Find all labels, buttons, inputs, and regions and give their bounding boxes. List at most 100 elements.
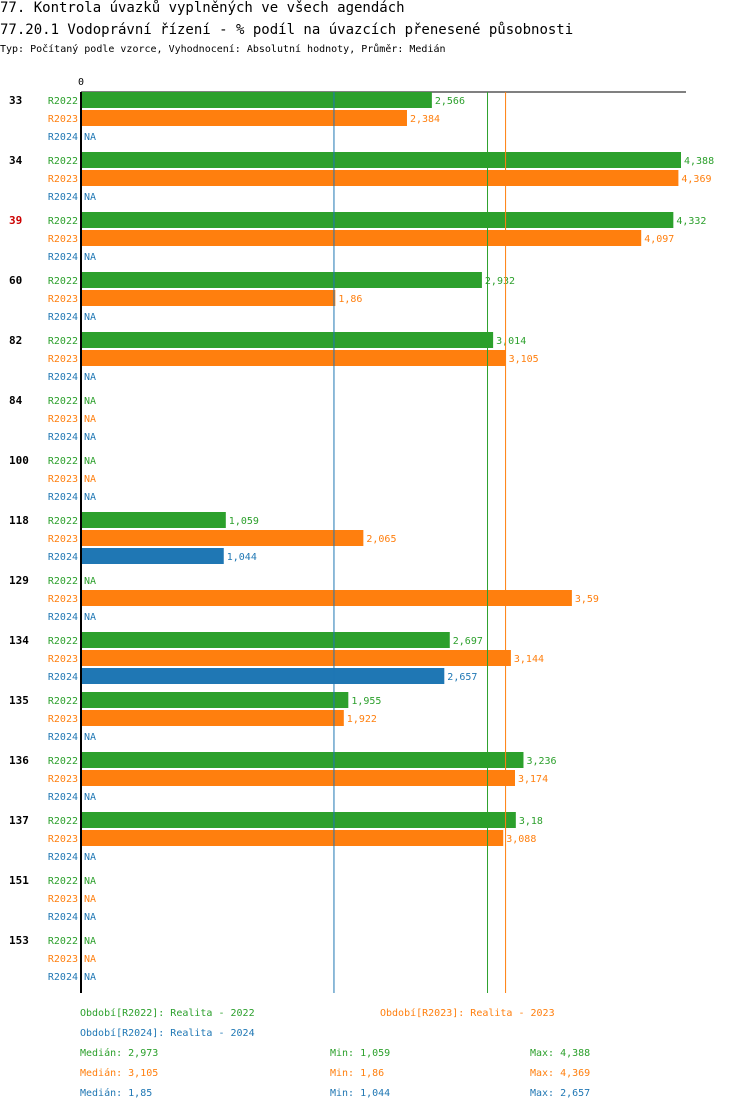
- series-label: R2022: [48, 336, 78, 347]
- series-label: R2022: [48, 756, 78, 767]
- na-label: NA: [84, 252, 96, 263]
- series-label: R2023: [48, 354, 78, 365]
- series-label: R2022: [48, 456, 78, 467]
- stat-median-r2022: Medián: 2,973: [80, 1048, 159, 1059]
- value-label: 1,86: [338, 294, 362, 305]
- na-label: NA: [84, 894, 96, 905]
- na-label: NA: [84, 492, 96, 503]
- group-label: 39: [9, 214, 22, 227]
- series-label: R2023: [48, 894, 78, 905]
- bar-r2023: [81, 770, 516, 786]
- stat-max-r2023: Max: 4,369: [530, 1068, 591, 1079]
- legend-r2024: Období[R2024]: Realita - 2024: [80, 1028, 255, 1039]
- series-label: R2024: [48, 192, 78, 203]
- legend-r2023: Období[R2023]: Realita - 2023: [380, 1008, 555, 1019]
- chart-type-description: Typ: Počítaný podle vzorce, Vyhodnocení:…: [0, 44, 446, 55]
- series-label: R2022: [48, 396, 78, 407]
- bar-r2023: [81, 650, 511, 666]
- na-label: NA: [84, 852, 96, 863]
- stat-median-r2023: Medián: 3,105: [80, 1068, 159, 1079]
- bar-r2023: [81, 170, 679, 186]
- bar-r2022: [81, 92, 432, 108]
- series-label: R2024: [48, 132, 78, 143]
- series-label: R2023: [48, 294, 78, 305]
- value-label: 2,697: [453, 636, 483, 647]
- group-label: 153: [9, 934, 29, 947]
- bar-r2022: [81, 512, 226, 528]
- value-label: 3,236: [526, 756, 556, 767]
- series-label: R2022: [48, 516, 78, 527]
- na-label: NA: [84, 612, 96, 623]
- bar-r2022: [81, 212, 674, 228]
- series-label: R2023: [48, 594, 78, 605]
- group-label: 82: [9, 334, 22, 347]
- value-label: 1,059: [229, 516, 259, 527]
- group-label: 60: [9, 274, 22, 287]
- series-label: R2024: [48, 552, 78, 563]
- value-label: 4,097: [644, 234, 674, 245]
- na-label: NA: [84, 432, 96, 443]
- series-label: R2023: [48, 834, 78, 845]
- series-label: R2023: [48, 174, 78, 185]
- value-label: 3,105: [509, 354, 539, 365]
- series-label: R2024: [48, 972, 78, 983]
- value-label: 4,332: [676, 216, 706, 227]
- series-label: R2024: [48, 432, 78, 443]
- na-label: NA: [84, 396, 96, 407]
- series-label: R2022: [48, 96, 78, 107]
- bar-r2023: [81, 350, 506, 366]
- value-label: 3,174: [518, 774, 548, 785]
- bar-r2024: [81, 548, 224, 564]
- value-label: 3,59: [575, 594, 599, 605]
- bar-r2023: [81, 590, 572, 606]
- series-label: R2024: [48, 792, 78, 803]
- value-label: 4,388: [684, 156, 714, 167]
- series-label: R2022: [48, 276, 78, 287]
- series-label: R2023: [48, 954, 78, 965]
- na-label: NA: [84, 936, 96, 947]
- na-label: NA: [84, 456, 96, 467]
- na-label: NA: [84, 876, 96, 887]
- bar-r2022: [81, 272, 482, 288]
- value-label: 3,18: [519, 816, 543, 827]
- value-label: 3,088: [506, 834, 536, 845]
- series-label: R2023: [48, 474, 78, 485]
- na-label: NA: [84, 312, 96, 323]
- value-label: 3,014: [496, 336, 526, 347]
- group-label: 137: [9, 814, 29, 827]
- series-label: R2022: [48, 576, 78, 587]
- series-label: R2024: [48, 312, 78, 323]
- na-label: NA: [84, 792, 96, 803]
- bar-r2024: [81, 668, 445, 684]
- series-label: R2023: [48, 234, 78, 245]
- series-label: R2023: [48, 534, 78, 545]
- group-label: 84: [9, 394, 23, 407]
- series-label: R2022: [48, 816, 78, 827]
- bar-r2023: [81, 710, 344, 726]
- value-label: 1,922: [347, 714, 377, 725]
- na-label: NA: [84, 192, 96, 203]
- stat-min-r2022: Min: 1,059: [330, 1048, 391, 1059]
- value-label: 3,144: [514, 654, 544, 665]
- stat-min-r2023: Min: 1,86: [330, 1068, 385, 1079]
- value-label: 1,955: [351, 696, 381, 707]
- series-label: R2024: [48, 852, 78, 863]
- na-label: NA: [84, 954, 96, 965]
- bar-r2023: [81, 290, 336, 306]
- na-label: NA: [84, 972, 96, 983]
- value-label: 2,384: [410, 114, 440, 125]
- stat-min-r2024: Min: 1,044: [330, 1088, 391, 1099]
- chart-title: 77. Kontrola úvazků vyplněných ve všech …: [0, 0, 405, 16]
- group-label: 136: [9, 754, 29, 767]
- value-label: 2,657: [447, 672, 477, 683]
- value-label: 1,044: [227, 552, 257, 563]
- series-label: R2024: [48, 492, 78, 503]
- bar-r2023: [81, 830, 504, 846]
- chart-subtitle-line: 77.20.1 Vodoprávní řízení - % podíl na ú…: [0, 22, 574, 38]
- series-label: R2022: [48, 156, 78, 167]
- value-label: 2,566: [435, 96, 465, 107]
- series-label: R2022: [48, 636, 78, 647]
- group-label: 118: [9, 514, 29, 527]
- na-label: NA: [84, 414, 96, 425]
